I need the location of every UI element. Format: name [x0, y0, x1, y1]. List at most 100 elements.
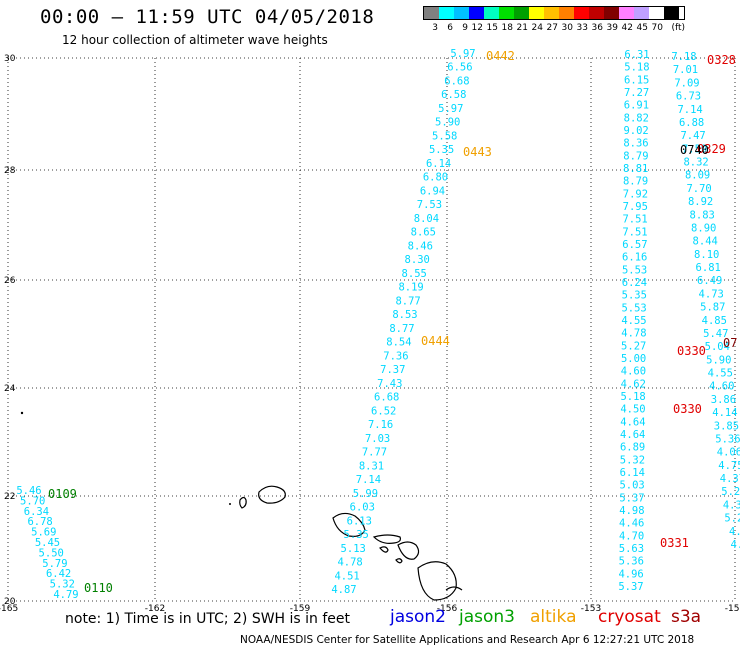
- track-time-label: 0329: [697, 142, 726, 156]
- scale-label: 36: [591, 23, 603, 33]
- island-hawaii: [417, 561, 457, 601]
- hawaiian-islands: [20, 411, 463, 601]
- map-title: 00:00 – 11:59 UTC 04/05/2018: [40, 6, 375, 28]
- legend-s3a: s3a: [671, 607, 702, 627]
- wave-height-value: 4.37: [723, 499, 740, 511]
- wave-height-value: 4.98: [619, 505, 644, 517]
- color-scale: 3 6 9 12 15 18 21 24 27 30 33 36 39 42 45 70 (ft): [423, 6, 685, 33]
- track-time-label: 0328: [707, 53, 736, 67]
- scale-label: 39: [606, 23, 618, 33]
- wave-height-value: 5.32: [50, 579, 75, 591]
- scale-label: 33: [576, 23, 588, 33]
- wave-height-value: 6.73: [676, 91, 701, 103]
- wave-height-value: 5.50: [39, 547, 64, 559]
- scale-swatch: [589, 7, 604, 19]
- track-time-labels: 0442 0443 0444 0109 0110 0328 0329 0330 0330 0331…: [48, 49, 737, 595]
- wave-height-value: 6.31: [624, 49, 649, 61]
- island-niihau: [239, 496, 247, 509]
- wave-height-value: 4.64: [620, 429, 645, 441]
- wave-height-value: 7.77: [362, 447, 387, 459]
- wave-height-value: 7.70: [686, 183, 711, 195]
- lon-label: -150: [725, 604, 740, 614]
- wave-height-value: 4.60: [709, 381, 734, 393]
- wave-height-value: 8.32: [683, 157, 708, 169]
- wave-height-value: 5.00: [621, 353, 646, 365]
- wave-height-value: 7.51: [622, 214, 647, 226]
- wave-height-value: 8.09: [685, 170, 710, 182]
- scale-swatch: [499, 7, 514, 19]
- wave-height-value: 4.9: [729, 526, 740, 538]
- wave-height-value: 8.54: [386, 337, 411, 349]
- wave-height-value: 6.15: [624, 74, 649, 86]
- wave-height-value: 6.68: [444, 76, 469, 88]
- scale-swatch: [529, 7, 544, 19]
- track-time-label: 0443: [463, 145, 492, 159]
- wave-height-value: 5.90: [435, 117, 460, 129]
- scale-swatch: [619, 7, 634, 19]
- track-time-label: 07: [723, 336, 737, 350]
- wave-height-value: 6.68: [374, 392, 399, 404]
- scale-label: 27: [546, 23, 558, 33]
- wave-height-value: 8.83: [690, 209, 715, 221]
- wave-height-value: 8.92: [688, 196, 713, 208]
- lon-label: -165: [0, 604, 18, 614]
- wave-height-value: 4.96: [618, 568, 643, 580]
- wave-height-value: 7.92: [623, 188, 648, 200]
- wave-height-value: 5.20: [721, 486, 740, 498]
- track-time-label: 0110: [84, 581, 113, 595]
- lon-label: -153: [581, 604, 601, 614]
- wave-height-value: 6.03: [350, 502, 375, 514]
- altimeter-tracks: 5.465.706.346.785.695.455.505.796.425.32…: [16, 48, 740, 601]
- scale-label: 21: [516, 23, 528, 33]
- wave-height-value: 7.53: [417, 199, 442, 211]
- wave-height-value: 4.06: [717, 447, 740, 459]
- wave-height-value: 7.37: [380, 364, 405, 376]
- wave-height-value: 6.49: [697, 275, 722, 287]
- wave-height-value: 4.87: [331, 584, 356, 596]
- wave-height-value: 8.55: [402, 268, 427, 280]
- lat-label: 20: [4, 597, 16, 607]
- island-hawaii-se: [445, 586, 463, 591]
- island-small-2: [229, 503, 231, 505]
- legend-jason2: jason2: [390, 607, 446, 627]
- wave-height-value: 5.36: [715, 434, 740, 446]
- legend-cryosat: cryosat: [598, 607, 661, 627]
- wave-height-value: 6.94: [420, 185, 445, 197]
- track-time-label: 0740: [680, 143, 709, 157]
- wave-height-value: 5.32: [620, 454, 645, 466]
- wave-height-value: 7.18: [671, 51, 696, 63]
- wave-height-value: 4.5: [731, 539, 740, 551]
- wave-height-value: 8.90: [691, 223, 716, 235]
- wave-height-value: 5.18: [620, 391, 645, 403]
- wave-height-value: 9.02: [623, 125, 648, 137]
- legend-altika: altika: [530, 607, 577, 627]
- wave-height-value: 7.36: [383, 350, 408, 362]
- wave-height-value: 6.14: [620, 467, 645, 479]
- color-scale-bar: [423, 6, 685, 20]
- scale-label: 6: [447, 23, 453, 33]
- wave-height-value: 5.97: [450, 48, 475, 60]
- wave-height-value: 5.79: [42, 558, 67, 570]
- wave-height-value: 7.09: [674, 77, 699, 89]
- wave-height-value: 6.81: [696, 262, 721, 274]
- wave-height-value: 8.44: [693, 236, 718, 248]
- scale-swatch: [484, 7, 499, 19]
- wave-height-value: 5.70: [20, 495, 45, 507]
- wave-height-value: 7.03: [365, 433, 390, 445]
- axis-labels: 30 28 26 24 22 20-165 -162 -159 -156 -153 -150: [0, 54, 740, 614]
- scale-swatch: [664, 7, 679, 19]
- scale-swatch: [469, 7, 484, 19]
- island-kauai: [258, 485, 286, 504]
- wave-height-value: 5.53: [622, 264, 647, 276]
- wave-height-value: 8.04: [414, 213, 439, 225]
- lat-label: 26: [4, 276, 16, 286]
- wave-height-value: 4.51: [334, 570, 359, 582]
- wave-height-value: 4.79: [53, 589, 78, 601]
- wave-height-value: 5.35: [622, 290, 647, 302]
- wave-height-value: 3.85: [714, 420, 739, 432]
- wave-height-value: 8.30: [405, 254, 430, 266]
- scale-label: 9: [462, 23, 468, 33]
- island-kahoolawe: [395, 558, 403, 564]
- wave-height-value: 7.27: [624, 87, 649, 99]
- wave-height-value: 5.90: [706, 354, 731, 366]
